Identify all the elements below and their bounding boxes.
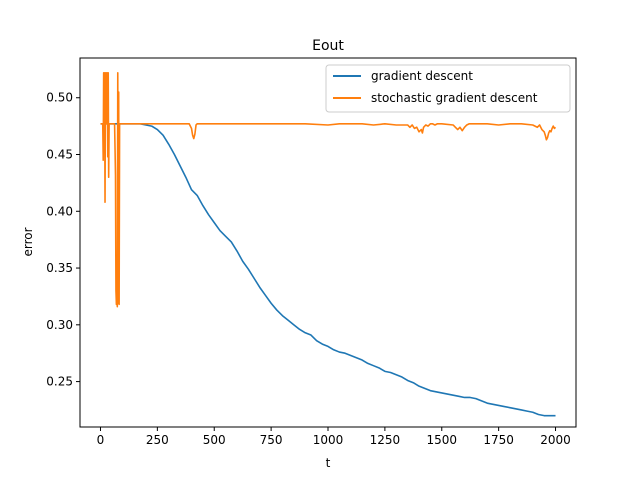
x-tick-label: 2000 (540, 433, 571, 447)
x-tick-label: 250 (146, 433, 169, 447)
x-tick-label: 500 (203, 433, 226, 447)
legend-box (325, 64, 571, 113)
x-tick-label: 750 (260, 433, 283, 447)
y-axis-label: error (21, 227, 35, 256)
y-tick-label: 0.25 (46, 375, 73, 389)
chart-title: Eout (312, 38, 344, 54)
y-tick-label: 0.40 (46, 204, 73, 218)
y-tick-label: 0.45 (46, 148, 73, 162)
legend-label-stochastic-gradient-descent: stochastic gradient descent (371, 91, 538, 105)
x-axis-ticks: 0 250 500 750 1000 1250 1500 1750 2000 (97, 427, 571, 447)
y-tick-label: 0.30 (46, 318, 73, 332)
series-layer (100, 71, 557, 417)
y-tick-label: 0.50 (46, 91, 73, 105)
plot-background (80, 58, 576, 427)
series-line-gradient-descent (100, 123, 556, 417)
y-axis-ticks: 0.25 0.30 0.35 0.40 0.45 0.50 (46, 91, 80, 389)
series-line-stochastic-gradient-descent (100, 71, 557, 308)
legend: gradient descent stochastic gradient des… (325, 64, 571, 113)
x-tick-label: 1000 (313, 433, 344, 447)
x-tick-label: 0 (97, 433, 105, 447)
plot-area (80, 58, 576, 427)
y-tick-label: 0.35 (46, 261, 73, 275)
legend-label-gradient-descent: gradient descent (371, 69, 473, 83)
x-axis-label: t (326, 456, 331, 470)
x-tick-label: 1250 (370, 433, 401, 447)
x-tick-label: 1500 (426, 433, 457, 447)
x-tick-label: 1750 (483, 433, 514, 447)
